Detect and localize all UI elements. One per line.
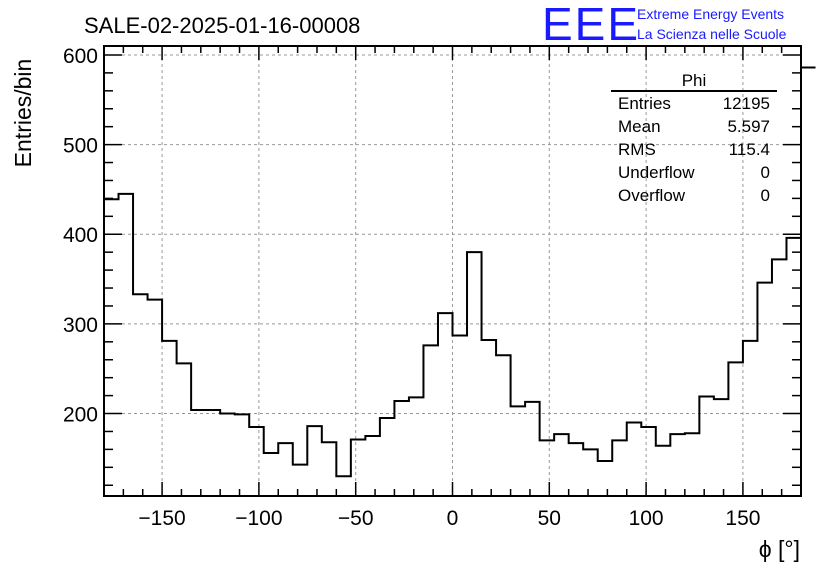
histogram-bin <box>743 341 758 496</box>
histogram-bin <box>162 341 177 496</box>
stat-label: Overflow <box>618 186 686 205</box>
stat-label: Underflow <box>618 163 695 182</box>
stats-box: Phi Entries 12195 Mean 5.597 RMS 115.4 Underfl… <box>611 71 777 205</box>
x-tick-label: −150 <box>138 507 185 530</box>
histogram-bin <box>409 397 424 496</box>
stat-value: 5.597 <box>727 117 770 136</box>
histogram-bin <box>365 436 380 496</box>
histogram-bin <box>525 402 540 496</box>
y-axis: 200 300 400 500 600 <box>63 45 801 486</box>
stat-label: RMS <box>618 140 656 159</box>
stats-rows: Entries 12195 Mean 5.597 RMS 115.4 Underflow 0 O… <box>618 94 770 205</box>
histogram-bin <box>670 434 685 496</box>
stat-value: 0 <box>761 186 770 205</box>
stats-header: Phi <box>682 71 707 90</box>
histogram-bin <box>627 422 642 496</box>
histogram-bin <box>569 443 584 496</box>
y-tick-label: 200 <box>63 404 98 427</box>
histogram-bin <box>554 434 569 496</box>
histogram-bin <box>496 355 511 496</box>
y-tick-label: 600 <box>63 45 98 68</box>
histogram-bin <box>191 410 206 496</box>
chart-title: SALE-02-2025-01-16-00008 <box>84 13 360 38</box>
histogram-bin <box>278 443 293 496</box>
stat-label: Entries <box>618 94 671 113</box>
histogram-bin <box>206 410 221 496</box>
histogram-bin <box>598 461 613 496</box>
histogram-bin <box>380 418 395 496</box>
histogram-bin <box>641 427 656 496</box>
histogram-bin <box>351 440 366 496</box>
histogram-series <box>104 66 816 496</box>
histogram-bin <box>786 238 801 496</box>
y-tick-label: 500 <box>63 135 98 158</box>
x-tick-label: 150 <box>725 507 760 530</box>
histogram-bin <box>801 68 816 496</box>
stat-value: 12195 <box>723 94 770 113</box>
histogram-bin <box>220 414 235 496</box>
x-tick-label: 100 <box>629 507 664 530</box>
stat-value: 115.4 <box>729 140 770 159</box>
histogram-bin <box>728 362 743 496</box>
histogram-bin <box>467 252 482 496</box>
x-tick-label: 0 <box>447 507 459 530</box>
histogram-bin <box>264 453 279 496</box>
histogram-bin <box>336 476 351 496</box>
histogram-bin <box>423 345 438 496</box>
stat-label: Mean <box>618 117 661 136</box>
histogram-bin <box>133 294 148 496</box>
histogram-bin <box>235 414 250 496</box>
histogram-bin <box>394 401 409 496</box>
x-axis-title: ϕ [°] <box>759 536 800 562</box>
y-tick-label: 400 <box>63 224 98 247</box>
y-axis-title: Entries/bin <box>10 59 36 168</box>
histogram-bin <box>583 449 598 496</box>
histogram-bin <box>148 300 163 496</box>
histogram-bin <box>453 336 468 496</box>
histogram-bin <box>249 427 264 496</box>
histogram-bin <box>772 259 787 496</box>
histogram-bin <box>482 340 497 496</box>
x-axis: −150 −100 −50 0 50 100 150 <box>103 46 802 530</box>
eee-logo: EEE Extreme Energy Events La Scienza nel… <box>542 0 787 50</box>
stat-value: 0 <box>761 163 770 182</box>
histogram-bin <box>511 406 526 496</box>
x-tick-label: −50 <box>338 507 374 530</box>
x-tick-label: −100 <box>235 507 282 530</box>
histogram-bin <box>119 194 134 496</box>
histogram-bin <box>322 442 337 496</box>
histogram-bin <box>177 363 192 496</box>
histogram-bin <box>656 446 671 496</box>
histogram-bin <box>104 199 119 496</box>
logo-line-2: La Scienza nelle Scuole <box>637 26 787 42</box>
y-tick-label: 300 <box>63 314 98 337</box>
histogram-bin <box>714 399 729 496</box>
histogram-bin <box>699 396 714 496</box>
logo-line-1: Extreme Energy Events <box>637 6 784 22</box>
histogram-outline <box>104 66 816 478</box>
logo-mark: EEE <box>542 0 640 50</box>
histogram-bin <box>293 465 308 496</box>
histogram-bin <box>438 313 453 496</box>
x-tick-label: 50 <box>538 507 561 530</box>
histogram-bin <box>757 283 772 496</box>
histogram-bin <box>307 426 322 496</box>
histogram-bin <box>540 440 555 496</box>
histogram-bin <box>612 440 627 496</box>
histogram-bin <box>685 433 700 496</box>
